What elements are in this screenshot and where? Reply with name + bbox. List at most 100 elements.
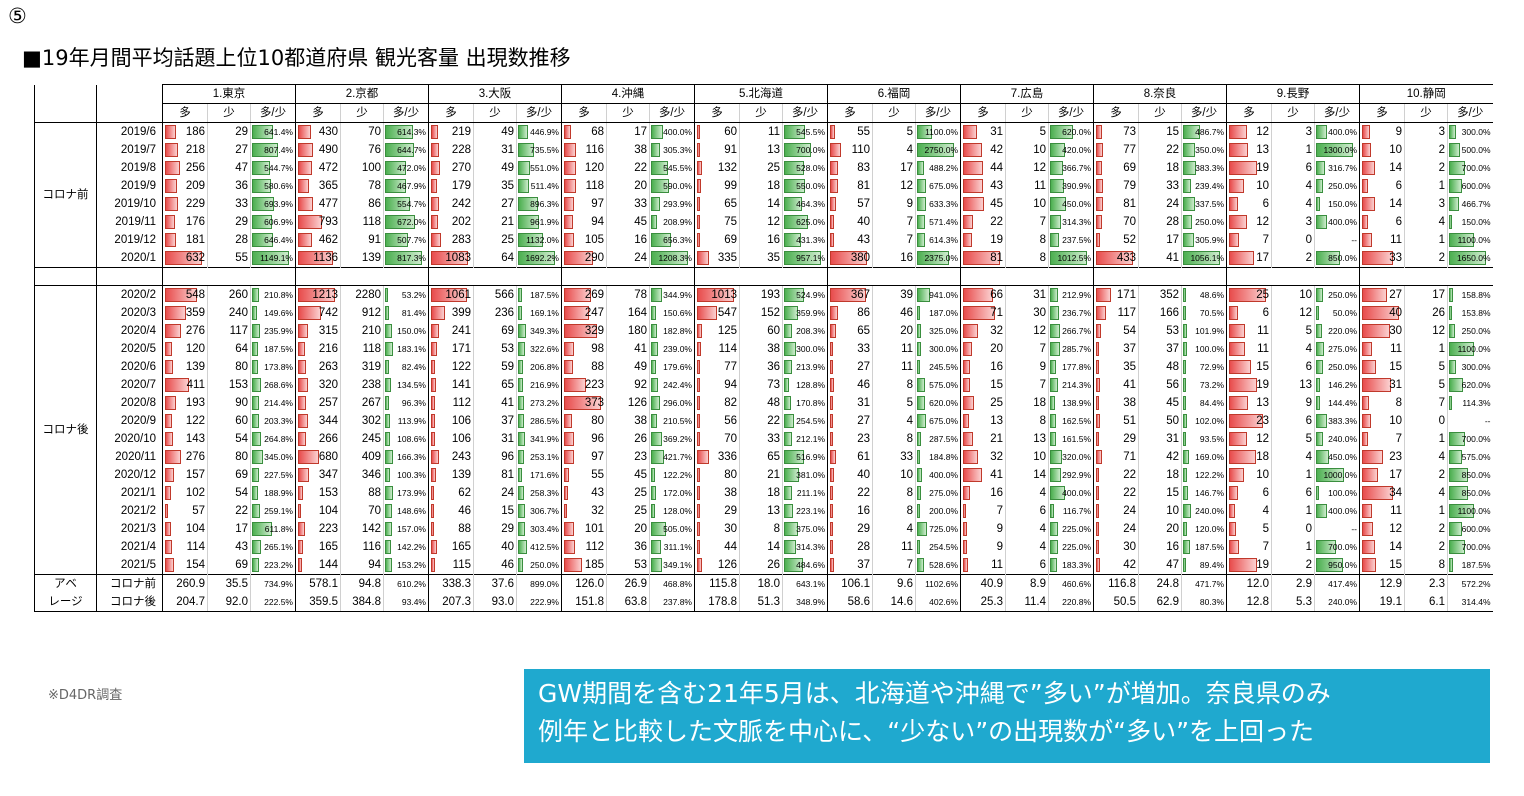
bar-cell: 97 — [564, 448, 604, 466]
count-many-cell: 6 — [1359, 177, 1405, 195]
count-many: 12 — [1389, 523, 1403, 535]
ratio-cell: 400.0% — [1048, 484, 1094, 502]
count-many-cell: 269 — [561, 285, 607, 304]
ratio-cell: 700.0% — [1447, 430, 1493, 448]
ratio-cell: 236.7% — [1048, 304, 1094, 322]
bar-cell: 173.8% — [252, 358, 293, 376]
ratio-value: 500.0% — [1461, 145, 1491, 155]
avg-ratio: 93.4% — [383, 593, 429, 612]
bar-cell: 69 — [1096, 159, 1136, 177]
ratio-value: 223.1% — [796, 506, 826, 516]
bar-cell: 32 — [963, 322, 1003, 340]
count-many-cell: 56 — [694, 412, 740, 430]
bar-ratio — [385, 414, 390, 428]
bar-cell: 126 — [697, 556, 737, 574]
bar-cell: 250.0% — [1316, 286, 1357, 304]
ratio-cell: 177.8% — [1048, 358, 1094, 376]
bar-ratio — [1050, 161, 1064, 175]
bar-cell: 75 — [697, 213, 737, 231]
bar-ratio — [917, 342, 922, 356]
bar-many — [1362, 251, 1394, 265]
ratio-cell: 314.3% — [1048, 213, 1094, 231]
ratio-value: 172.0% — [663, 488, 692, 498]
count-many: 399 — [451, 307, 471, 319]
count-many: 79 — [1123, 180, 1137, 192]
count-many: 97 — [591, 451, 604, 463]
count-many-cell: 380 — [827, 249, 873, 268]
bar-many — [564, 414, 572, 428]
bar-many — [1362, 306, 1400, 320]
count-many: 315 — [318, 325, 338, 337]
bar-ratio — [1050, 360, 1057, 374]
ratio-cell: 466.7% — [1447, 195, 1493, 213]
bar-many — [963, 179, 984, 193]
bar-many — [963, 125, 978, 139]
count-few: 17 — [872, 159, 916, 177]
count-many: 66 — [990, 289, 1004, 301]
ratio-cell: 208.3% — [781, 322, 828, 340]
bar-ratio — [1183, 288, 1187, 302]
bar-ratio — [917, 486, 922, 500]
count-many: 40 — [857, 216, 871, 228]
bar-cell: 315 — [298, 322, 338, 340]
ratio-cell: 153.2% — [383, 556, 429, 575]
ratio-cell: 250.0% — [516, 556, 562, 575]
ratio-value: 606.9% — [264, 217, 293, 227]
bar-ratio — [651, 378, 658, 392]
count-few: 5 — [1404, 376, 1448, 394]
count-many: 33 — [1389, 252, 1403, 264]
bar-cell: 46 — [830, 376, 870, 394]
count-few: 10 — [1138, 502, 1182, 520]
count-many-cell: 37 — [1093, 340, 1139, 358]
bar-cell: 22 — [1096, 466, 1136, 484]
callout-line-1: GW期間を含む21年5月は、北海道や沖縄で”多い”が増加。奈良県のみ — [538, 679, 1331, 708]
bar-ratio — [1316, 215, 1328, 229]
bar-many — [564, 161, 576, 175]
ratio-cell: 265.1% — [250, 538, 296, 556]
count-many: 56 — [724, 415, 737, 427]
ratio-value: 446.9% — [530, 127, 559, 137]
ratio-value: 128.0% — [663, 506, 692, 516]
bar-cell: 575.0% — [1449, 448, 1491, 466]
ratio-cell: 170.8% — [781, 394, 828, 412]
bar-cell: 240.0% — [1183, 502, 1224, 520]
ratio-cell: 84.4% — [1181, 394, 1227, 412]
bar-many — [1229, 342, 1246, 356]
bar-cell: 25 — [963, 394, 1003, 412]
bar-ratio — [651, 197, 660, 211]
count-many-cell: 22 — [960, 213, 1006, 231]
ratio-value: 554.7% — [397, 199, 426, 209]
bar-many — [1229, 233, 1240, 247]
ratio-value: 850.0% — [1461, 488, 1491, 498]
avg-ratio: 237.8% — [649, 593, 695, 612]
count-few: 14 — [739, 195, 783, 213]
avg-many: 40.9 — [960, 574, 1006, 593]
ratio-value: 850.0% — [1328, 253, 1358, 263]
data-table-container: 1.東京 2.京都 3.大阪 4.沖縄 5.北海道 6.福岡 7.広島 8.奈良 9.長野 10.… — [34, 84, 1493, 612]
ratio-value: 250.0% — [1461, 326, 1491, 336]
count-few: 10 — [1005, 141, 1049, 159]
bar-many — [165, 396, 176, 410]
bar-many — [697, 540, 700, 554]
ratio-value: 169.0% — [1195, 452, 1225, 462]
bar-many — [830, 486, 834, 500]
bar-cell: 165 — [298, 538, 338, 556]
count-few: 12 — [1005, 322, 1049, 340]
bar-cell: 210.5% — [651, 412, 692, 430]
count-few: 8 — [872, 376, 916, 394]
bar-cell: 1692.2% — [518, 249, 559, 267]
bar-ratio — [1183, 360, 1187, 374]
ratio-cell: 235.9% — [250, 322, 296, 340]
bar-many — [1362, 197, 1376, 211]
ratio-value: 486.7% — [1195, 127, 1225, 137]
count-many: 8 — [1395, 397, 1403, 409]
bar-many — [564, 468, 569, 482]
count-many: 31 — [990, 126, 1004, 138]
avg-few: 384.8 — [340, 593, 384, 612]
count-many-cell: 91 — [694, 141, 740, 159]
bar-many — [1229, 522, 1237, 536]
bar-many — [697, 360, 700, 374]
count-many: 122 — [451, 361, 471, 373]
ratio-value: 614.3% — [929, 235, 959, 245]
count-few: 7 — [1005, 340, 1049, 358]
